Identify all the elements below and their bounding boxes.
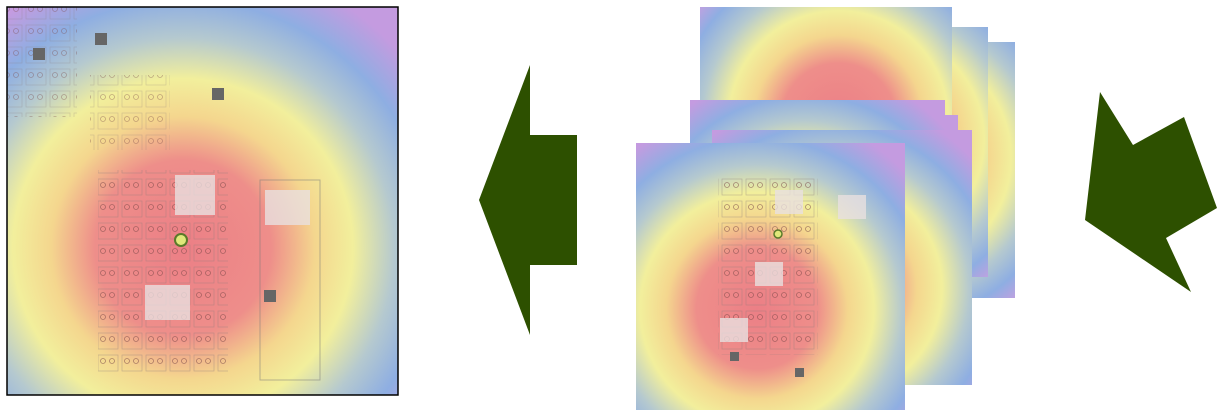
heatmap-left: [6, 6, 399, 396]
heatmap-stack: [636, 7, 1015, 410]
arrow-left: [479, 65, 577, 335]
arrow-right: [1085, 92, 1217, 292]
